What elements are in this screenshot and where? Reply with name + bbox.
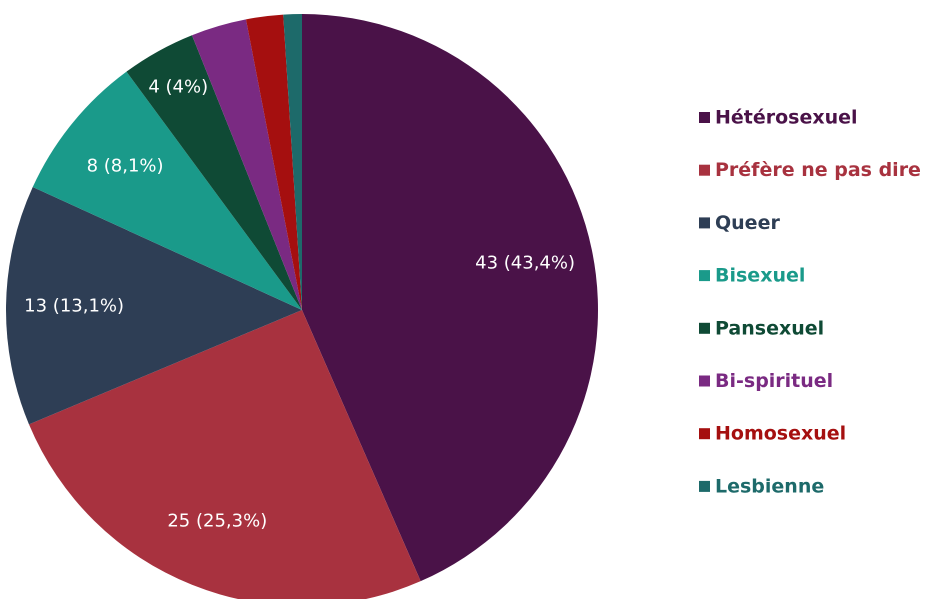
pie-slice	[32, 71, 302, 310]
pie-slice	[5, 187, 303, 425]
legend-label: Hétérosexuel	[715, 107, 858, 129]
legend-label: Homosexuel	[715, 423, 846, 445]
legend-swatch	[699, 322, 710, 334]
legend-swatch	[699, 428, 710, 440]
value-label: 4 (4%)	[148, 77, 208, 98]
value-label: 8 (8,1%)	[87, 155, 164, 176]
legend-swatch	[699, 270, 710, 282]
pie-slice	[302, 14, 598, 582]
pie-slice	[191, 19, 302, 310]
pie-slice	[28, 310, 421, 599]
legend-label: Bi-spirituel	[715, 370, 833, 392]
pie-slice	[245, 14, 302, 310]
value-label: 43 (43,4%)	[475, 252, 575, 273]
pie-slice	[283, 14, 302, 310]
legend-label: Lesbienne	[715, 475, 824, 497]
pie-slice	[126, 35, 302, 310]
legend-swatch	[699, 164, 710, 176]
legend-swatch	[699, 217, 710, 229]
value-label: 13 (13,1%)	[24, 295, 124, 316]
legend-label: Bisexuel	[715, 265, 805, 287]
legend-swatch	[699, 112, 710, 123]
value-label: 25 (25,3%)	[167, 511, 267, 532]
legend-label: Queer	[715, 212, 780, 234]
legend-swatch	[699, 480, 710, 492]
legend-label: Pansexuel	[715, 317, 824, 339]
legend-swatch	[699, 375, 710, 387]
legend-label: Préfère ne pas dire	[715, 159, 921, 181]
